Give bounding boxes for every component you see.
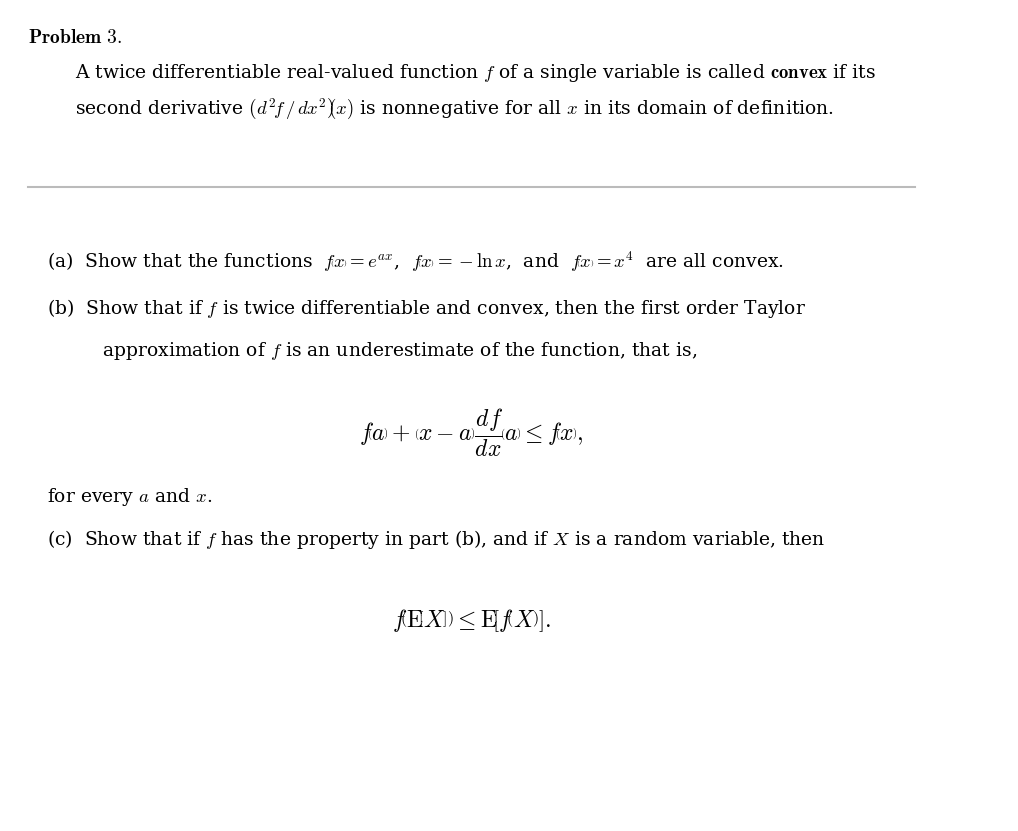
Text: (a)  Show that the functions  $f\!\left(x\right) = e^{ax}$,  $f\!\left(x\right) : (a) Show that the functions $f\!\left(x\…	[47, 249, 784, 274]
Text: approximation of $f$ is an underestimate of the function, that is,: approximation of $f$ is an underestimate…	[102, 340, 697, 361]
Text: $\mathbf{Problem\ 3.}$: $\mathbf{Problem\ 3.}$	[29, 29, 122, 47]
Text: (b)  Show that if $f$ is twice differentiable and convex, then the first order T: (b) Show that if $f$ is twice differenti…	[47, 297, 806, 320]
Text: $f\!\left(\mathrm{E}\!\left[X\right]\right)\leq \mathrm{E}\!\left[f\!\left(X\rig: $f\!\left(\mathrm{E}\!\left[X\right]\rig…	[392, 607, 552, 633]
Text: second derivative $\left(d^2\!f\,/\,dx^2\right)\!\!(x)$ is nonnegative for all $: second derivative $\left(d^2\!f\,/\,dx^2…	[75, 97, 835, 122]
Text: $f\!\left(a\right)+\left(x-a\right)\dfrac{df}{dx}\!\left(a\right)\leq f\!\left(x: $f\!\left(a\right)+\left(x-a\right)\dfra…	[359, 407, 584, 459]
Text: A twice differentiable real-valued function $f$ of a single variable is called $: A twice differentiable real-valued funct…	[75, 62, 876, 84]
Text: for every $a$ and $x$.: for every $a$ and $x$.	[47, 486, 213, 508]
Text: (c)  Show that if $f$ has the property in part (b), and if $X$ is a random varia: (c) Show that if $f$ has the property in…	[47, 528, 826, 551]
